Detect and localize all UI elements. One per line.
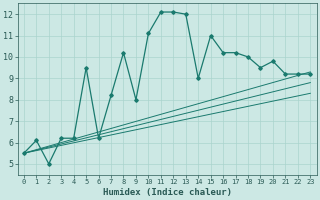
X-axis label: Humidex (Indice chaleur): Humidex (Indice chaleur) xyxy=(103,188,232,197)
